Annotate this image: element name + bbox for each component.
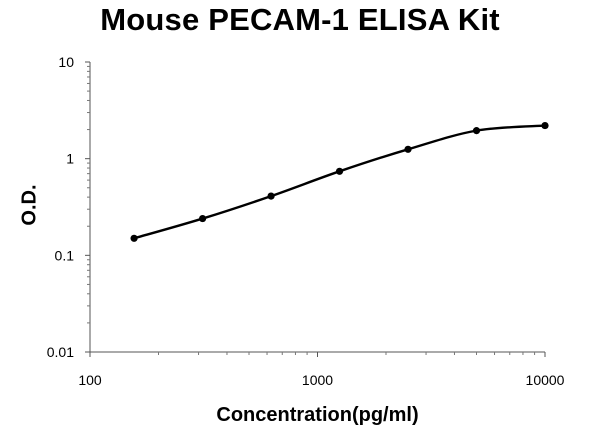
data-point (198, 214, 207, 223)
y-tick-label: 1 (66, 151, 74, 167)
axes (89, 62, 545, 353)
chart-title: Mouse PECAM-1 ELISA Kit (100, 2, 500, 37)
data-point (541, 121, 549, 130)
data-point (404, 145, 412, 153)
y-tick-label: 0.1 (55, 247, 75, 263)
series-line (133, 124, 546, 240)
x-tick-label: 100 (78, 372, 102, 388)
data-point (130, 234, 138, 242)
tick-marks (85, 61, 546, 357)
x-tick-label: 10000 (526, 372, 565, 388)
data-point (267, 192, 275, 200)
y-tick-label: 10 (58, 54, 74, 70)
data-point (472, 127, 481, 135)
data-point (335, 167, 344, 175)
x-axis-label: Concentration(pg/ml) (216, 404, 419, 426)
tick-labels: 0.01 0.1 1 10 100 1000 10000 (47, 54, 565, 388)
x-tick-label: 1000 (302, 372, 333, 388)
y-tick-label: 0.01 (47, 344, 74, 360)
series-group (130, 121, 549, 242)
